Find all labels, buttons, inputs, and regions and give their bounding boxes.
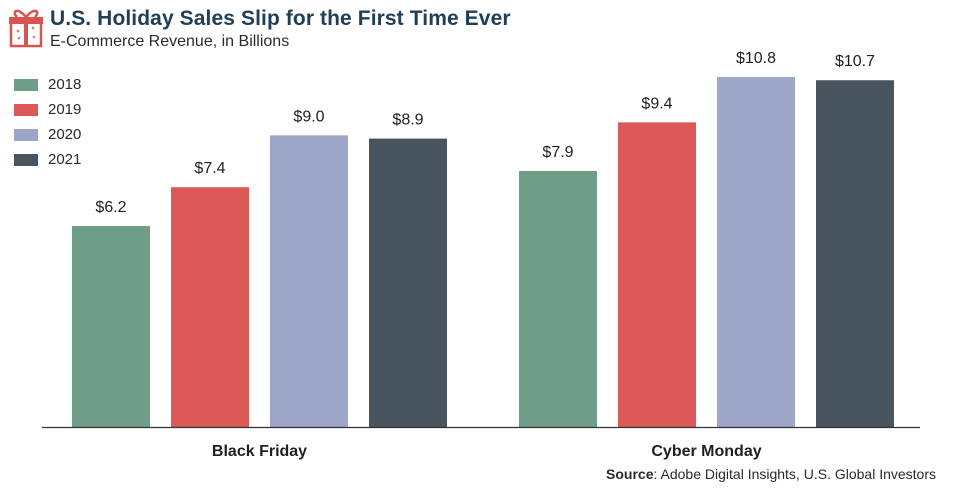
chart-legend: 2018 2019 2020 2021 [14, 72, 81, 172]
chart-title: U.S. Holiday Sales Slip for the First Ti… [50, 7, 511, 30]
source-label: Source [606, 466, 654, 482]
legend-item-2021: 2021 [14, 147, 81, 172]
bar-black-friday-2021 [369, 138, 447, 427]
legend-item-2019: 2019 [14, 97, 81, 122]
bar-cyber-monday-2020 [717, 77, 795, 427]
chart-subtitle: E-Commerce Revenue, in Billions [50, 33, 290, 50]
bar-black-friday-2020 [270, 135, 348, 428]
data-label-black-friday-2021: $8.9 [392, 112, 423, 129]
data-label-cyber-monday-2018: $7.9 [542, 144, 573, 161]
bar-black-friday-2018 [72, 226, 150, 427]
data-label-black-friday-2019: $7.4 [194, 160, 225, 177]
legend-label-2021: 2021 [48, 151, 82, 168]
chart-header: U.S. Holiday Sales Slip for the First Ti… [8, 6, 511, 52]
data-label-black-friday-2020: $9.0 [293, 108, 324, 125]
bar-black-friday-2019 [171, 187, 249, 427]
data-label-cyber-monday-2020: $10.8 [736, 50, 776, 67]
bar-cyber-monday-2021 [816, 80, 894, 428]
legend-swatch-2020 [14, 128, 38, 141]
legend-label-2020: 2020 [48, 126, 82, 143]
bar-cyber-monday-2019 [618, 122, 696, 428]
data-label-black-friday-2018: $6.2 [95, 199, 126, 216]
legend-label-2018: 2018 [48, 76, 82, 93]
legend-swatch-2018 [14, 78, 38, 91]
bar-cyber-monday-2018 [519, 170, 597, 427]
source-note: Source: Adobe Digital Insights, U.S. Glo… [606, 466, 936, 482]
data-label-cyber-monday-2021: $10.7 [835, 53, 875, 70]
legend-swatch-2021 [14, 153, 38, 166]
category-label-black-friday: Black Friday [212, 443, 307, 460]
legend-swatch-2019 [14, 103, 38, 116]
legend-item-2018: 2018 [14, 72, 81, 97]
legend-label-2019: 2019 [48, 101, 82, 118]
legend-item-2020: 2020 [14, 122, 81, 147]
gift-icon [9, 9, 43, 48]
data-label-cyber-monday-2019: $9.4 [641, 95, 672, 112]
category-label-cyber-monday: Cyber Monday [651, 443, 761, 460]
source-text: : Adobe Digital Insights, U.S. Global In… [653, 466, 936, 482]
